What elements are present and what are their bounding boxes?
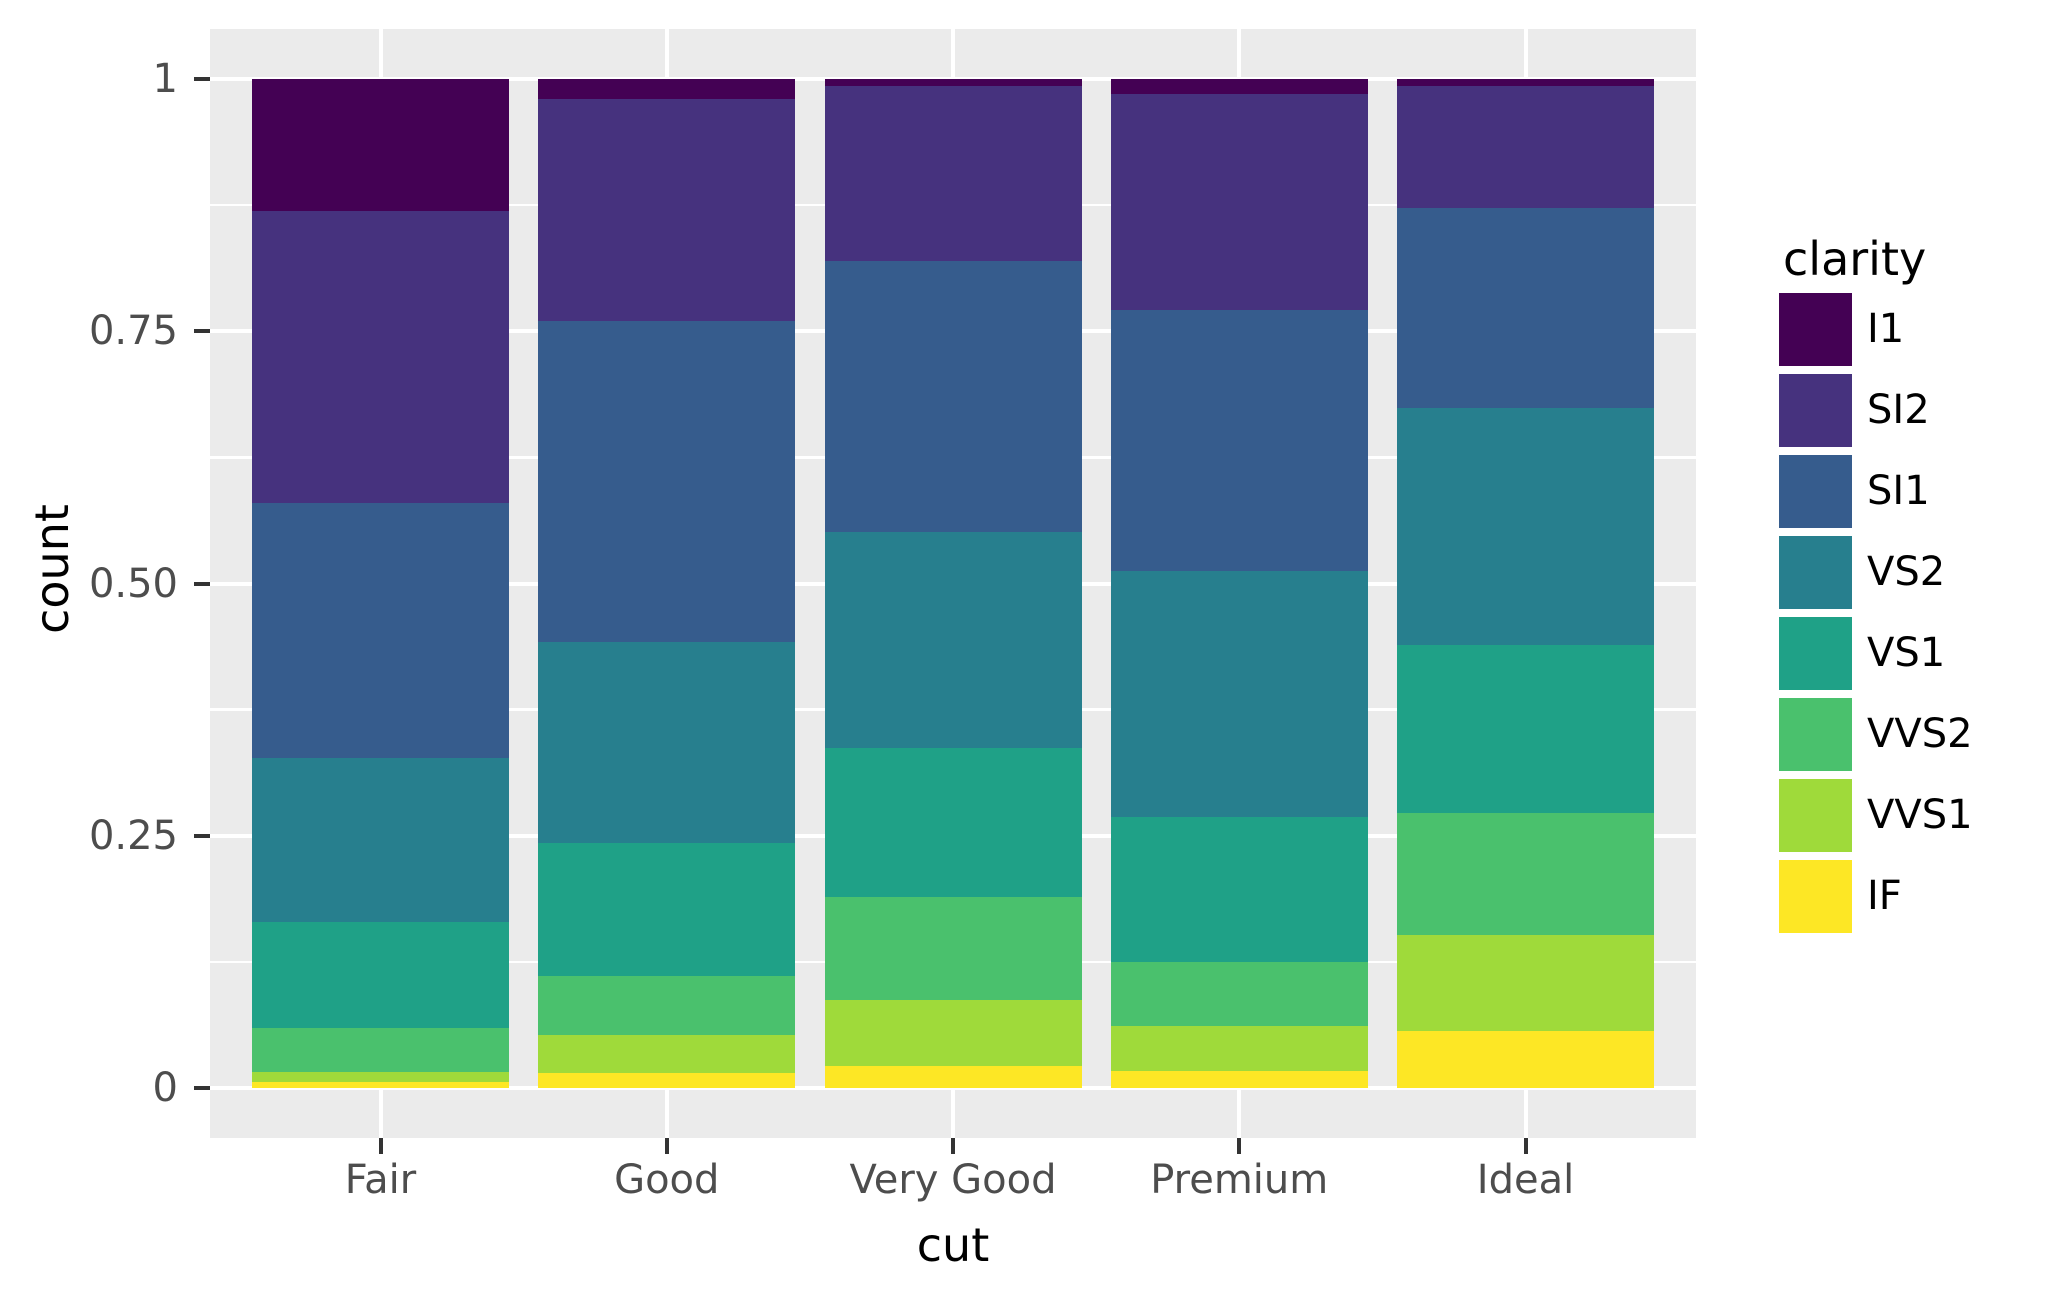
bar-segment-if <box>1110 1071 1368 1088</box>
bar-segment-if <box>538 1073 796 1088</box>
bar-good <box>538 79 796 1088</box>
bar-segment-vs2 <box>1397 408 1654 646</box>
legend-label: VVS1 <box>1867 792 1973 838</box>
bar-segment-vvs2 <box>538 976 796 1036</box>
y-tick-mark <box>194 833 210 838</box>
bar-segment-vs2 <box>824 532 1082 749</box>
legend-key-swatch <box>1779 293 1852 366</box>
bar-segment-si1 <box>824 261 1082 533</box>
y-tick-mark <box>194 581 210 586</box>
bar-segment-i1 <box>252 79 509 211</box>
bar-segment-if <box>252 1082 509 1088</box>
bar-segment-vvs2 <box>1397 813 1654 936</box>
legend-item-vs1: VS1 <box>1779 617 1999 690</box>
bar-premium <box>1110 79 1368 1088</box>
legend-label: VS1 <box>1867 630 1946 676</box>
y-tick-mark <box>194 329 210 334</box>
bar-segment-vvs1 <box>1110 1026 1368 1072</box>
legend-label: VVS2 <box>1867 711 1973 757</box>
x-tick-label: Ideal <box>1476 1157 1575 1203</box>
bar-segment-si2 <box>1397 85 1654 208</box>
bar-segment-vs1 <box>1397 645 1654 814</box>
legend-key-swatch <box>1779 455 1852 528</box>
bar-ideal <box>1397 79 1654 1088</box>
bar-segment-if <box>824 1065 1082 1088</box>
legend-key-swatch <box>1779 698 1852 771</box>
bar-segment-vs2 <box>1110 571 1368 817</box>
legend-item-vvs2: VVS2 <box>1779 698 1999 771</box>
legend-item-vvs1: VVS1 <box>1779 779 1999 852</box>
legend-label: I1 <box>1867 306 1905 352</box>
bar-segment-si1 <box>252 502 509 759</box>
bar-segment-vs2 <box>252 758 509 922</box>
bar-segment-vvs1 <box>252 1071 509 1083</box>
legend-label: SI1 <box>1867 468 1930 514</box>
bar-segment-i1 <box>1397 79 1654 86</box>
legend-item-si1: SI1 <box>1779 455 1999 528</box>
bar-segment-si1 <box>1110 309 1368 572</box>
x-tick-label: Premium <box>1150 1157 1329 1203</box>
x-tick-mark <box>951 1138 955 1154</box>
legend-key-swatch <box>1779 536 1852 609</box>
bar-segment-si1 <box>1397 207 1654 409</box>
y-tick-mark <box>194 1086 210 1090</box>
x-tick-mark <box>664 1138 669 1154</box>
bar-segment-vs1 <box>1110 816 1368 963</box>
legend-label: VS2 <box>1867 549 1946 595</box>
bar-segment-i1 <box>538 79 796 99</box>
bar-segment-si1 <box>538 321 796 642</box>
bar-segment-si2 <box>538 98 796 322</box>
bar-segment-vs1 <box>824 748 1082 897</box>
bar-segment-vvs1 <box>824 999 1082 1066</box>
bar-segment-i1 <box>1110 79 1368 95</box>
bar-segment-vs1 <box>538 843 796 977</box>
legend-item-si2: SI2 <box>1779 374 1999 447</box>
legend-label: SI2 <box>1867 387 1930 433</box>
bar-segment-si2 <box>1110 94 1368 310</box>
legend-title: clarity <box>1783 232 1927 286</box>
x-tick-mark <box>378 1138 383 1154</box>
bar-segment-vvs1 <box>1397 935 1654 1032</box>
legend-label: IF <box>1867 873 1902 919</box>
y-tick-label: 0 <box>152 1065 178 1111</box>
legend-key-swatch <box>1779 374 1852 447</box>
x-tick-label: Good <box>614 1157 720 1203</box>
bar-segment-vvs1 <box>538 1035 796 1074</box>
y-tick-mark <box>194 77 210 81</box>
y-tick-label: 0.50 <box>88 560 178 607</box>
bar-segment-vvs2 <box>824 896 1082 1000</box>
legend-item-i1: I1 <box>1779 293 1999 366</box>
bar-segment-vvs2 <box>1110 962 1368 1027</box>
legend-key-swatch <box>1779 860 1852 933</box>
plot-panel <box>210 29 1696 1138</box>
y-tick-label: 0.25 <box>88 812 178 859</box>
bar-segment-vs2 <box>538 641 796 844</box>
bar-segment-vvs2 <box>252 1028 509 1072</box>
x-tick-label: Very Good <box>849 1157 1057 1203</box>
legend-key-swatch <box>1779 617 1852 690</box>
legend-key-swatch <box>1779 779 1852 852</box>
legend-item-vs2: VS2 <box>1779 536 1999 609</box>
x-axis-title: cut <box>916 1218 990 1272</box>
x-tick-label: Fair <box>344 1157 417 1203</box>
bar-segment-i1 <box>824 79 1082 87</box>
bar-segment-si2 <box>252 210 509 503</box>
y-tick-label: 1 <box>152 56 178 102</box>
bar-segment-vs1 <box>252 921 509 1029</box>
legend-item-if: IF <box>1779 860 1999 933</box>
bar-fair <box>252 79 509 1088</box>
x-tick-mark <box>1523 1138 1528 1154</box>
bar-segment-if <box>1397 1031 1654 1088</box>
bar-segment-si2 <box>824 86 1082 262</box>
x-tick-mark <box>1237 1138 1242 1154</box>
y-tick-label: 0.75 <box>88 308 178 355</box>
bar-very-good <box>824 79 1082 1088</box>
